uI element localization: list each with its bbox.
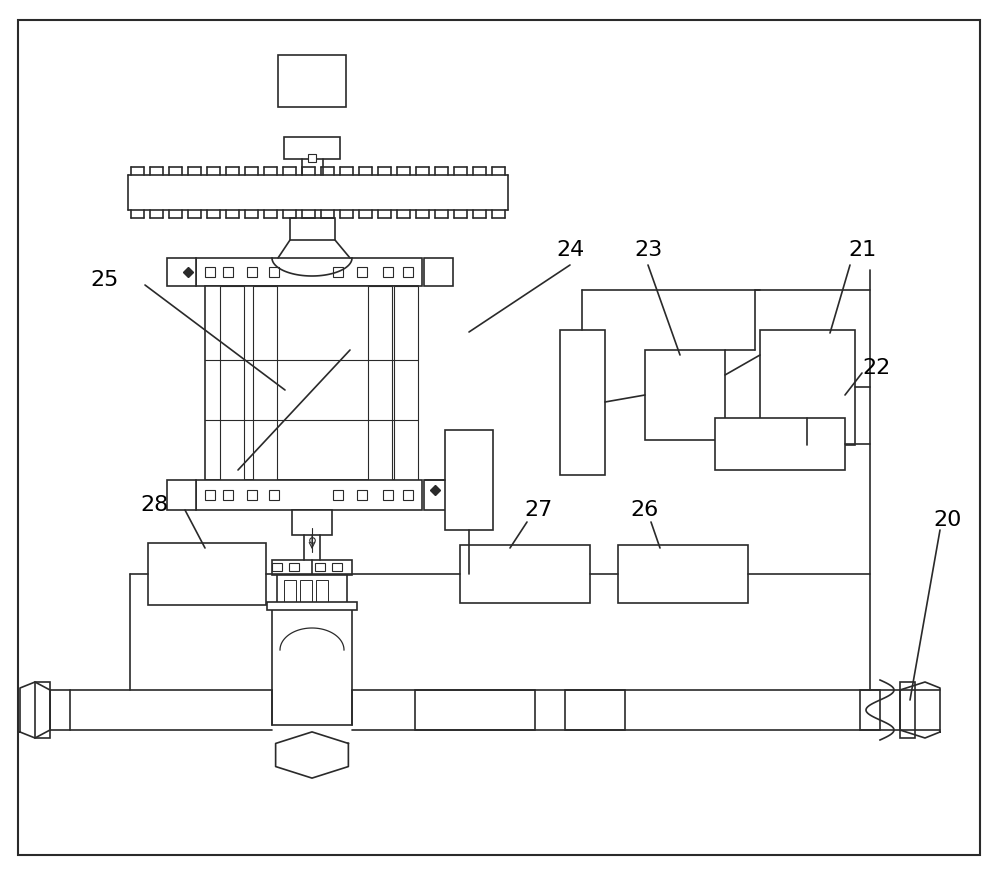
Bar — [424, 480, 453, 510]
Bar — [277, 575, 347, 620]
Bar — [445, 430, 493, 530]
Bar — [253, 286, 277, 480]
Bar — [220, 286, 244, 480]
Bar — [860, 690, 880, 730]
Bar — [167, 480, 196, 510]
Bar — [618, 545, 748, 603]
Text: 20: 20 — [934, 510, 962, 530]
Bar — [308, 154, 316, 162]
Text: 27: 27 — [524, 500, 552, 520]
Bar — [267, 602, 357, 610]
Text: 28: 28 — [141, 495, 169, 515]
Text: 26: 26 — [631, 500, 659, 520]
Bar — [316, 580, 328, 615]
Bar — [333, 490, 343, 500]
Text: 25: 25 — [91, 270, 119, 290]
Bar — [645, 350, 725, 440]
Bar — [289, 563, 299, 571]
Bar — [560, 330, 605, 475]
Bar — [269, 267, 279, 277]
Bar — [357, 490, 367, 500]
Bar — [383, 490, 393, 500]
Bar — [357, 267, 367, 277]
Bar — [247, 267, 257, 277]
Bar — [223, 490, 233, 500]
Bar — [300, 580, 312, 615]
Bar — [424, 258, 453, 286]
Text: 24: 24 — [556, 240, 584, 260]
Bar — [900, 682, 915, 738]
Bar — [415, 690, 535, 730]
Bar — [284, 137, 340, 159]
Bar — [272, 563, 282, 571]
Bar — [167, 258, 196, 286]
Bar — [272, 560, 352, 575]
Bar — [272, 605, 352, 725]
Text: 21: 21 — [848, 240, 876, 260]
Bar — [715, 418, 845, 470]
Bar — [403, 490, 413, 500]
Bar — [269, 490, 279, 500]
Bar — [298, 57, 326, 75]
Bar — [148, 543, 266, 605]
Bar — [196, 258, 422, 286]
Bar — [332, 563, 342, 571]
Bar — [292, 510, 332, 535]
Bar — [403, 267, 413, 277]
Bar — [205, 286, 418, 480]
Bar — [35, 682, 50, 738]
Bar — [205, 490, 215, 500]
Bar — [333, 267, 343, 277]
Bar — [205, 267, 215, 277]
Bar — [278, 55, 346, 107]
Bar — [315, 563, 325, 571]
Bar — [247, 490, 257, 500]
Text: 23: 23 — [634, 240, 662, 260]
Bar — [383, 267, 393, 277]
Bar — [223, 267, 233, 277]
Bar — [460, 545, 590, 603]
Bar — [760, 330, 855, 445]
Bar — [290, 218, 335, 240]
Bar — [565, 690, 625, 730]
Bar — [196, 480, 422, 510]
Bar — [50, 690, 70, 730]
Bar — [394, 286, 418, 480]
Text: 22: 22 — [863, 358, 891, 378]
Bar — [368, 286, 392, 480]
Bar — [291, 77, 333, 92]
Bar — [284, 580, 296, 615]
